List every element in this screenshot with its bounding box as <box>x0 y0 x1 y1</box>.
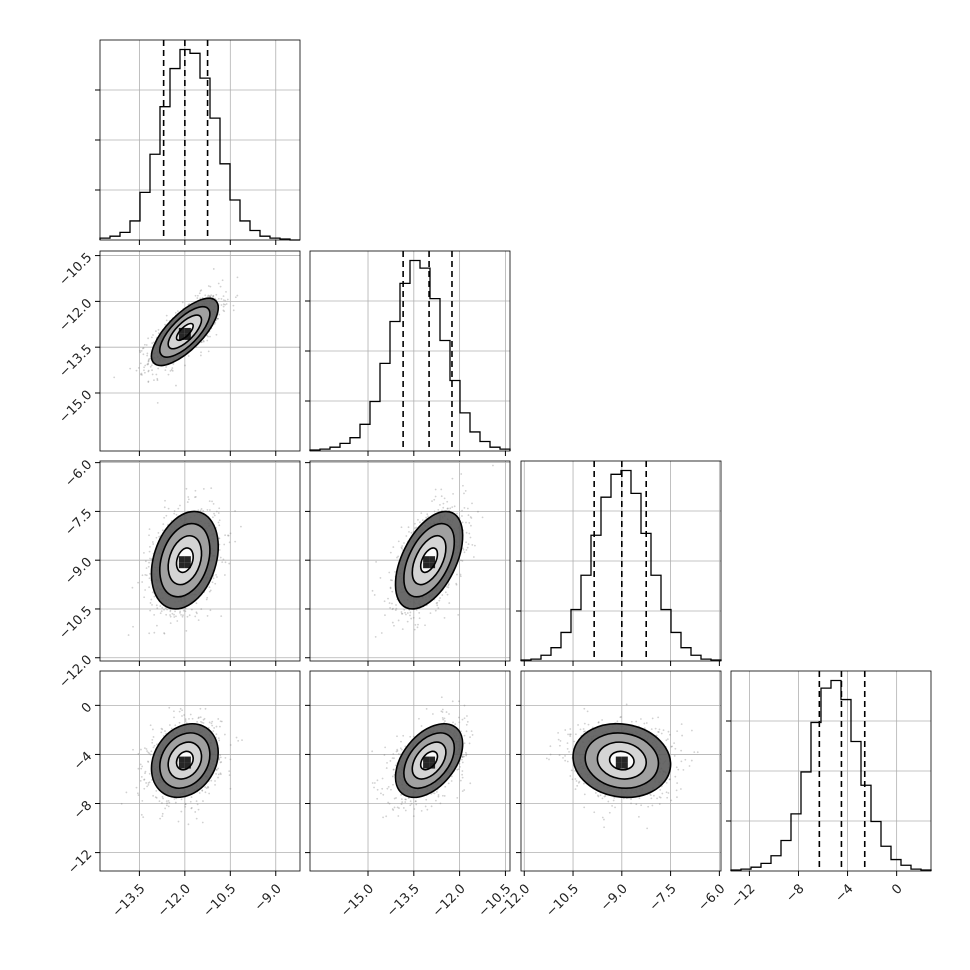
contour-line-3 <box>394 510 464 610</box>
contour-line-3 <box>150 510 219 610</box>
contour-line-1 <box>167 314 203 350</box>
y-tick-label-3-3: 0 <box>79 700 95 716</box>
x-tick-label-2-1: −10.5 <box>543 881 582 920</box>
x-tick-label-1-0: −15.0 <box>338 881 377 920</box>
y-tick-label-2-4: −6.0 <box>62 457 95 490</box>
x-tick-label-0-1: −12.0 <box>155 881 194 920</box>
y-tick-label-3-1: −8 <box>71 798 95 822</box>
histogram-panel-2 <box>516 460 722 662</box>
density-core <box>423 556 436 569</box>
scatter-panel-0-3 <box>99 670 301 872</box>
panel-frame <box>309 460 511 662</box>
density-core <box>615 756 628 769</box>
x-tick-label-2-4: −6.0 <box>695 881 728 914</box>
x-tick-label-1-1: −13.5 <box>384 881 423 920</box>
y-tick-label-1-3: −10.5 <box>57 250 96 289</box>
contour-line-2 <box>159 522 211 598</box>
y-tick-label-3-0: −12 <box>65 847 95 877</box>
y-tick-label-1-1: −13.5 <box>57 342 96 381</box>
histogram-step-3 <box>730 679 932 871</box>
density-core <box>178 556 191 569</box>
contour-line-0 <box>175 547 194 574</box>
histogram-panel-0 <box>95 39 301 241</box>
contour-line-3 <box>150 722 219 799</box>
panel-frame <box>730 670 932 872</box>
density-core <box>178 756 191 769</box>
panel-frame <box>309 670 511 872</box>
contour-line-0 <box>419 547 439 574</box>
x-tick-label-0-3: −9.0 <box>252 881 285 914</box>
scatter-panel-1-2 <box>309 460 511 662</box>
scatter-panel-0-2 <box>99 460 301 662</box>
contour-line-2 <box>403 522 456 598</box>
contour-line-3 <box>394 722 464 799</box>
contour-line-2 <box>159 732 211 789</box>
scatter-panel-1-3 <box>309 670 511 872</box>
x-tick-label-2-2: −9.0 <box>598 881 631 914</box>
x-tick-label-0-2: −10.5 <box>201 881 240 920</box>
y-tick-label-2-0: −12.0 <box>57 652 96 691</box>
x-tick-label-2-3: −7.5 <box>647 881 680 914</box>
x-tick-label-3-2: −4 <box>832 881 856 905</box>
contour-line-0 <box>419 750 439 771</box>
density-core <box>178 327 191 340</box>
panel-frame <box>99 460 301 662</box>
scatter-panel-2-3 <box>520 670 722 872</box>
contour-line-2 <box>584 732 660 789</box>
y-tick-label-3-2: −4 <box>71 749 95 773</box>
contour-line-2 <box>403 732 456 789</box>
y-tick-label-2-2: −9.0 <box>62 555 95 588</box>
panel-frame <box>520 670 722 872</box>
histogram-step-0 <box>99 48 300 241</box>
contour-line-1 <box>596 741 648 780</box>
y-tick-label-1-0: −15.0 <box>57 388 96 427</box>
contour-line-0 <box>175 750 194 771</box>
x-tick-label-1-2: −12.0 <box>430 881 469 920</box>
histogram-panel-3 <box>726 670 932 872</box>
y-tick-label-2-3: −7.5 <box>62 506 95 539</box>
contour-line-1 <box>411 741 447 780</box>
x-tick-label-3-1: −8 <box>783 881 807 905</box>
contour-line-2 <box>159 305 211 358</box>
panel-frame <box>99 39 301 241</box>
y-tick-label-1-2: −12.0 <box>57 296 96 335</box>
contour-line-1 <box>167 741 203 780</box>
panel-frame <box>520 460 722 662</box>
contour-line-1 <box>411 534 447 586</box>
scatter-panel-0-1 <box>99 250 301 452</box>
histogram-step-1 <box>309 259 511 451</box>
density-core <box>423 756 436 769</box>
panel-frame <box>99 250 301 452</box>
histogram-step-2 <box>520 469 722 661</box>
contour-line-1 <box>167 534 203 586</box>
contour-line-0 <box>175 322 194 342</box>
panel-frame <box>99 670 301 872</box>
histogram-panel-1 <box>305 250 511 452</box>
x-tick-label-3-0: −12 <box>728 881 758 911</box>
x-tick-label-0-0: −13.5 <box>110 881 149 920</box>
y-tick-label-2-1: −10.5 <box>57 604 96 643</box>
contour-line-0 <box>608 750 635 771</box>
panel-frame <box>309 250 511 452</box>
x-tick-label-3-3: 0 <box>889 881 905 897</box>
contour-line-3 <box>572 722 672 799</box>
contour-line-3 <box>150 297 219 367</box>
